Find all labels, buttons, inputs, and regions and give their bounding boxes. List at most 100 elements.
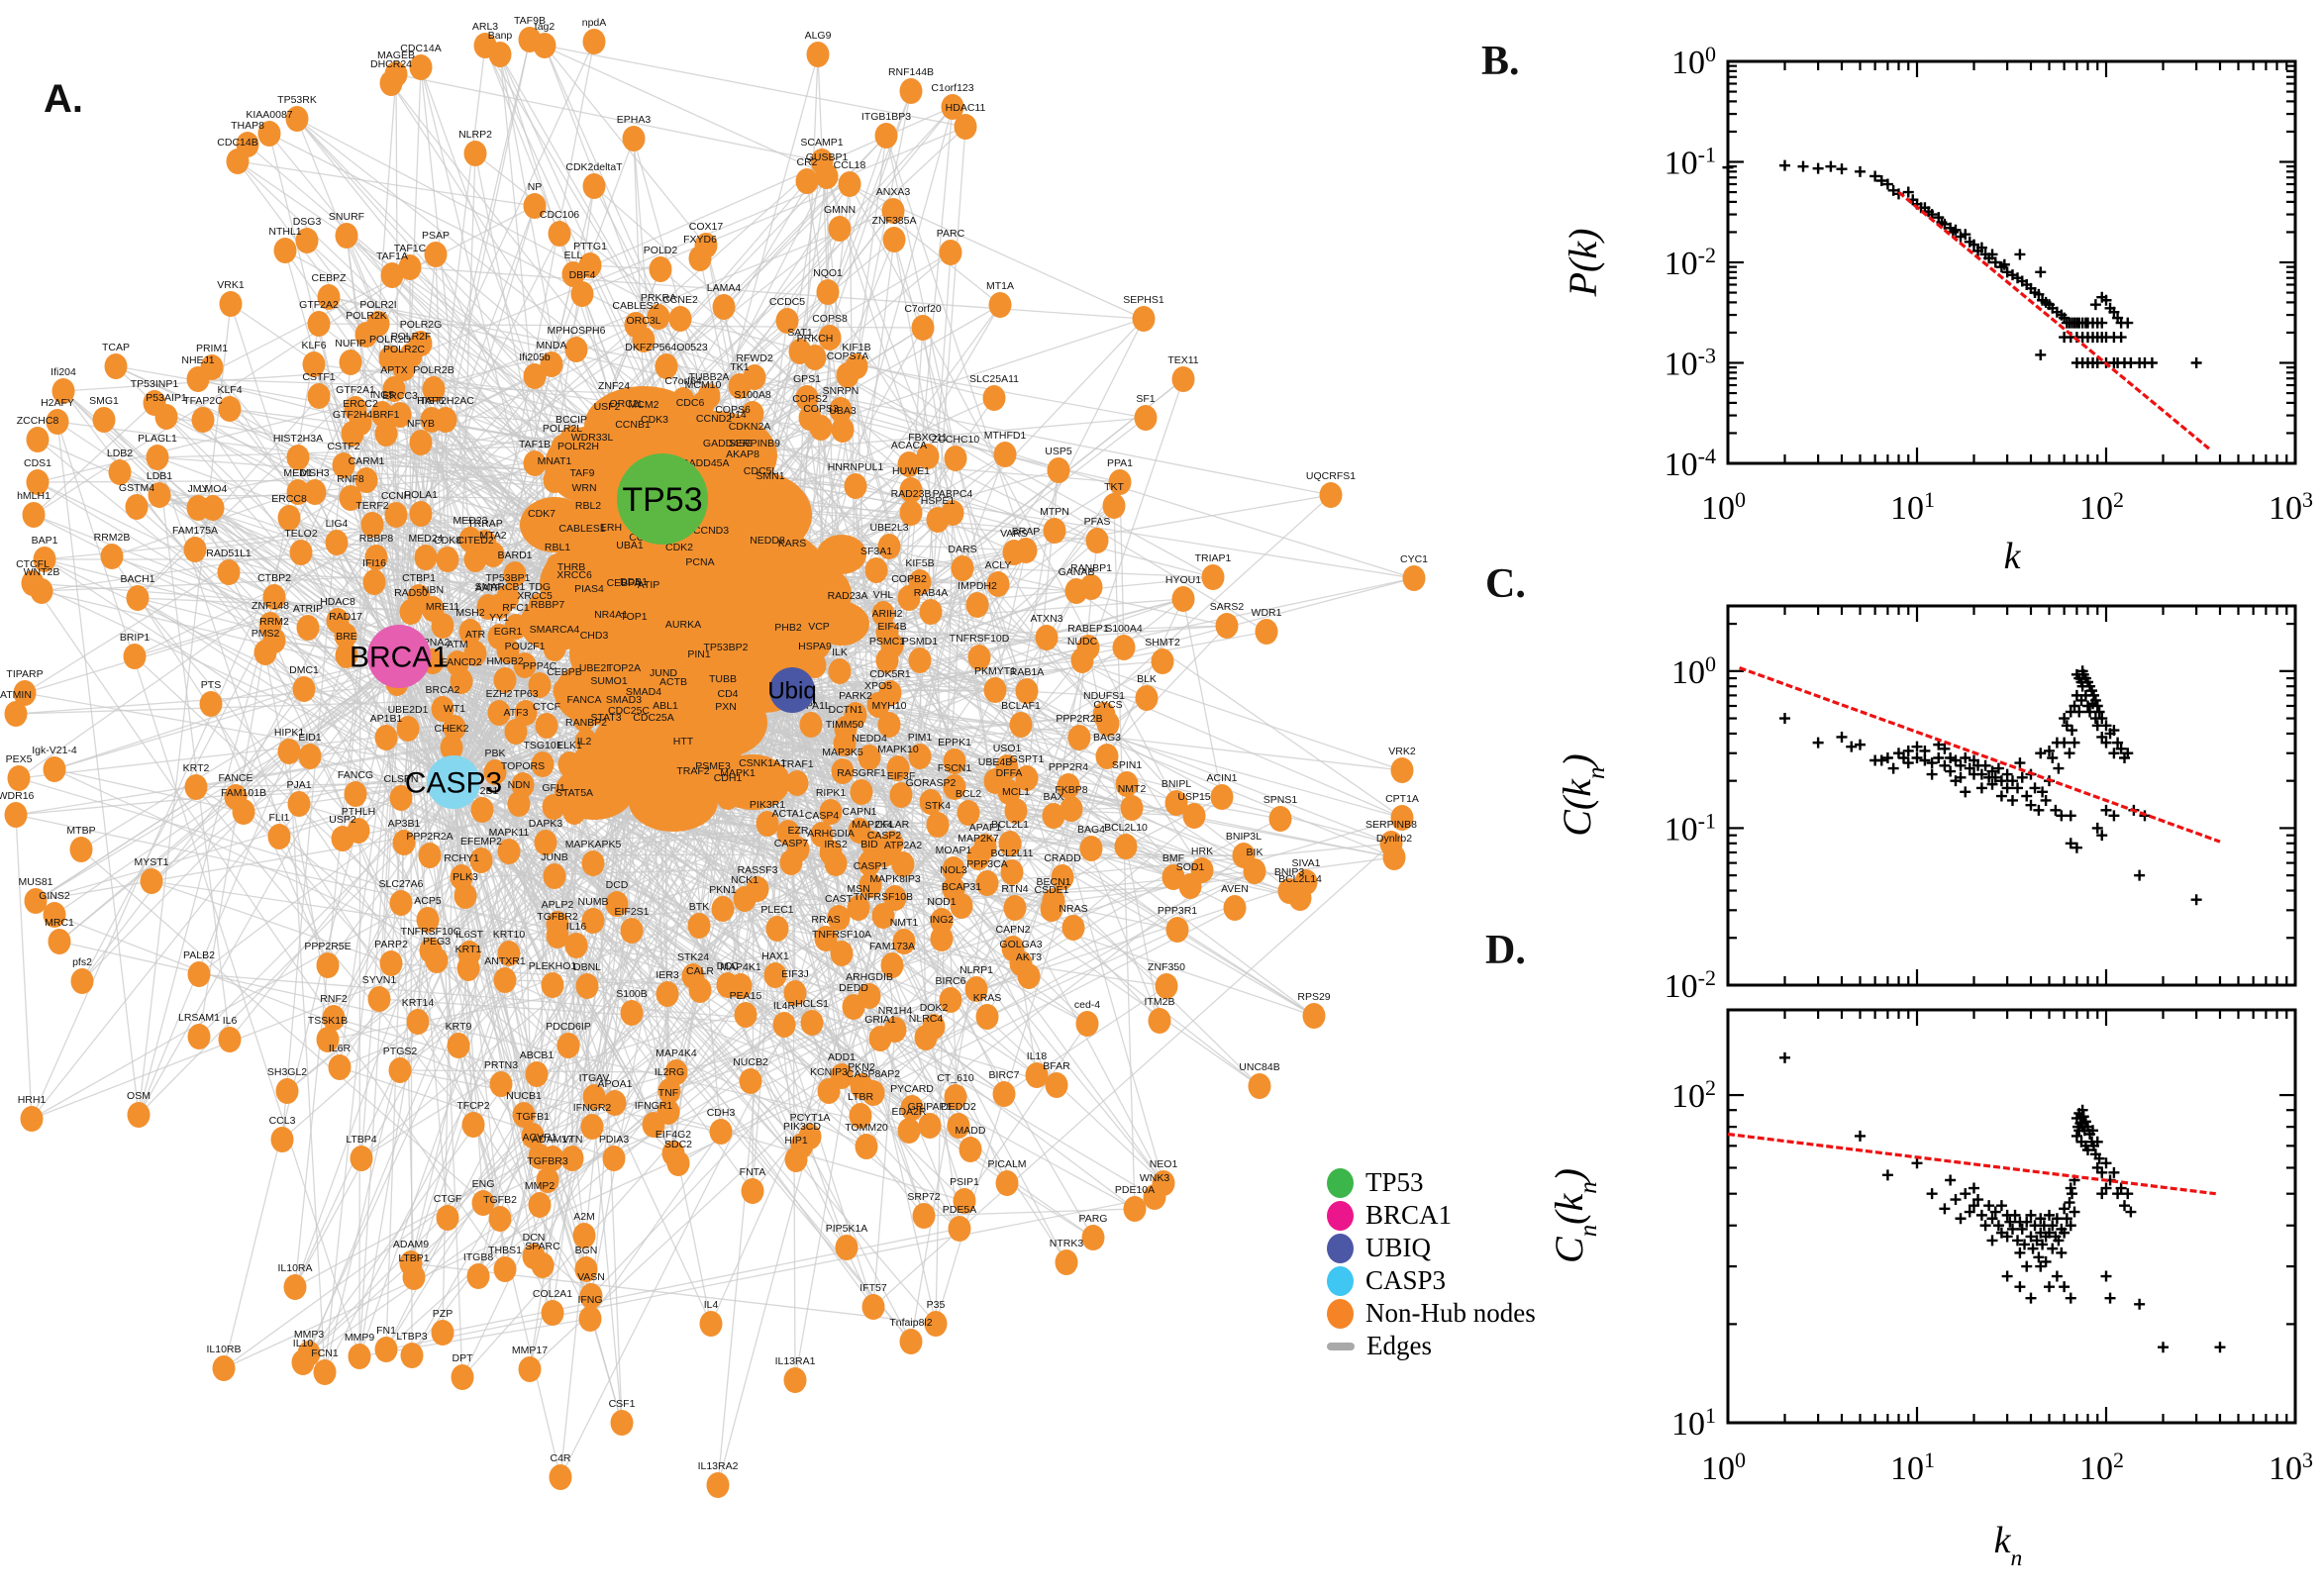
cluster-blob bbox=[817, 535, 866, 574]
network-node bbox=[277, 739, 301, 764]
network-node bbox=[667, 553, 691, 579]
data-point bbox=[1933, 751, 1945, 763]
legend-edge-swatch bbox=[1327, 1342, 1355, 1350]
network-node bbox=[436, 547, 459, 572]
network-node bbox=[347, 818, 370, 844]
network-node bbox=[577, 595, 601, 621]
legend-label: TP53 bbox=[1365, 1167, 1424, 1197]
data-point bbox=[1911, 1157, 1923, 1169]
network-edge bbox=[31, 760, 956, 1120]
network-edge bbox=[409, 266, 1145, 320]
network-node bbox=[618, 551, 642, 577]
data-point bbox=[1875, 754, 1887, 766]
data-point bbox=[2108, 810, 2120, 822]
network-edge bbox=[53, 768, 245, 813]
network-node bbox=[562, 799, 586, 825]
network-node bbox=[643, 426, 666, 451]
data-point bbox=[1855, 739, 1866, 750]
data-point bbox=[2065, 1292, 2076, 1304]
network-node bbox=[751, 769, 774, 795]
network-edge bbox=[298, 803, 541, 1157]
network-node bbox=[183, 537, 207, 562]
network-node bbox=[219, 291, 243, 317]
network-node bbox=[325, 530, 349, 555]
network-node bbox=[33, 547, 56, 572]
data-point bbox=[2125, 1206, 2137, 1218]
network-node bbox=[535, 713, 558, 739]
network-node bbox=[513, 652, 537, 678]
data-point bbox=[1825, 160, 1837, 172]
legend-dot-swatch bbox=[1327, 1298, 1354, 1329]
network-node bbox=[488, 42, 512, 67]
network-node bbox=[743, 364, 766, 390]
network-node bbox=[4, 701, 28, 727]
legend-dot-swatch bbox=[1327, 1233, 1354, 1263]
network-edge bbox=[37, 349, 577, 483]
network-node bbox=[756, 811, 779, 837]
data-point bbox=[2119, 1200, 2131, 1212]
data-point bbox=[2059, 1281, 2070, 1293]
network-edge bbox=[264, 651, 341, 1068]
network-edge bbox=[826, 175, 1028, 692]
network-edge bbox=[927, 455, 1161, 1022]
network-node bbox=[335, 643, 358, 668]
data-point bbox=[2001, 782, 2013, 794]
network-edge bbox=[776, 928, 1167, 987]
data-point bbox=[1986, 1235, 1998, 1247]
network-node bbox=[302, 351, 326, 377]
network-edge bbox=[138, 750, 290, 1116]
network-edge bbox=[80, 655, 400, 850]
data-point bbox=[1855, 1130, 1866, 1142]
data-point bbox=[2001, 1270, 2013, 1282]
network-node bbox=[780, 549, 804, 575]
tick-label: 101 bbox=[1671, 1403, 1716, 1444]
data-point bbox=[1881, 751, 1893, 763]
network-edge bbox=[994, 549, 1027, 691]
network-edge bbox=[264, 651, 558, 925]
data-point bbox=[2089, 299, 2101, 311]
network-edge bbox=[115, 365, 954, 514]
network-node bbox=[572, 706, 596, 732]
network-edge bbox=[111, 555, 592, 1297]
network-node bbox=[566, 452, 590, 478]
data-point bbox=[1779, 159, 1790, 171]
network-node bbox=[450, 668, 473, 694]
data-point bbox=[2190, 357, 2202, 368]
network-edge bbox=[328, 296, 1332, 496]
fit-line bbox=[1727, 1132, 2216, 1196]
network-edge bbox=[791, 689, 1315, 1017]
network-edge bbox=[963, 1023, 1088, 1202]
network-edge bbox=[342, 433, 387, 840]
network-edge bbox=[858, 802, 1177, 909]
network-node bbox=[286, 479, 310, 505]
network-edge bbox=[296, 118, 476, 560]
network-node bbox=[26, 469, 50, 495]
network-node bbox=[424, 242, 448, 267]
network-edge bbox=[643, 339, 1415, 579]
network-node bbox=[602, 392, 626, 418]
network-node bbox=[726, 421, 750, 447]
network-edge bbox=[453, 781, 535, 1257]
network-edge bbox=[910, 469, 1060, 1343]
data-point bbox=[2214, 1342, 2226, 1353]
network-edge bbox=[668, 646, 789, 1092]
data-point bbox=[1969, 1182, 1979, 1194]
network-node bbox=[108, 459, 132, 485]
network-node bbox=[647, 304, 670, 330]
network-node bbox=[217, 559, 241, 585]
network-edge bbox=[826, 175, 1074, 929]
data-point bbox=[1975, 1209, 1987, 1221]
tick-label: 10-2 bbox=[1665, 243, 1716, 283]
network-node bbox=[339, 349, 362, 375]
network-edge bbox=[752, 413, 980, 658]
network-node bbox=[332, 452, 355, 478]
network-edge bbox=[1182, 598, 1223, 798]
network-edge bbox=[885, 135, 1027, 551]
network-edge bbox=[156, 456, 231, 1041]
legend-dot-swatch bbox=[1327, 1200, 1354, 1231]
network-node bbox=[257, 121, 281, 147]
network-edge bbox=[138, 303, 232, 1116]
